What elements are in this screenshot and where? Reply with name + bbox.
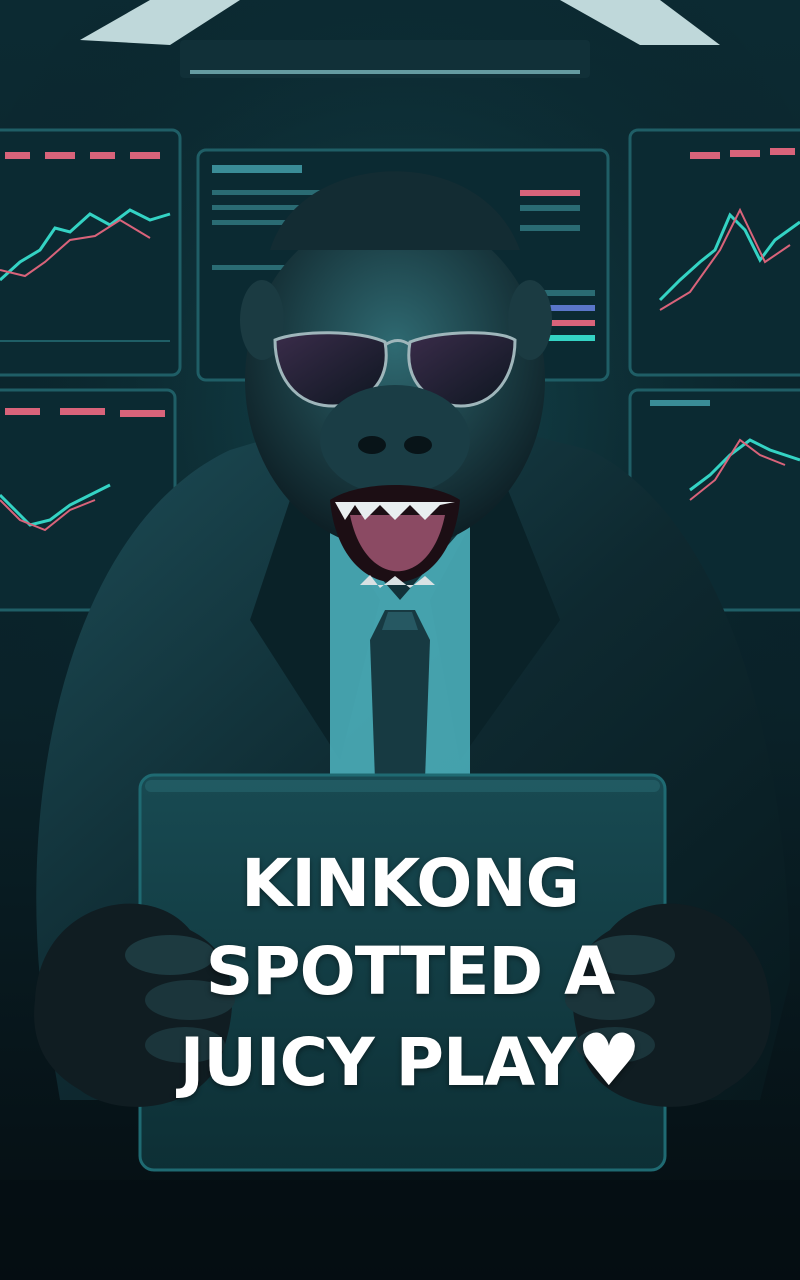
- poster-caption: KINKONG SPOTTED A JUICY PLAY♥: [120, 840, 700, 1107]
- caption-line-2: SPOTTED A: [205, 933, 616, 1010]
- caption-line-3: JUICY PLAY♥: [120, 1016, 700, 1107]
- heart-icon: ♥: [576, 1018, 642, 1102]
- gorilla-hands: [34, 903, 771, 1107]
- caption-line-3-text: JUICY PLAY: [179, 1024, 576, 1101]
- caption-line-1: KINKONG: [241, 845, 580, 922]
- ceiling-lights: [80, 0, 720, 78]
